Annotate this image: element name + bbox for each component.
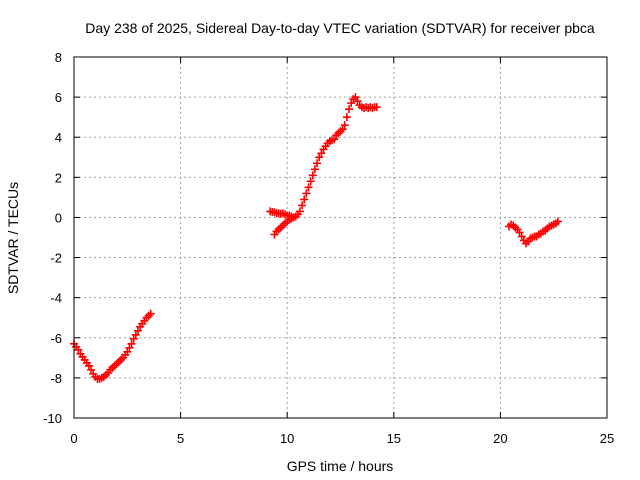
series-segment-1 xyxy=(70,309,155,383)
chart-title: Day 238 of 2025, Sidereal Day-to-day VTE… xyxy=(85,20,595,36)
data-point xyxy=(87,365,96,374)
y-tick-label: -10 xyxy=(43,411,62,426)
y-axis-title: SDTVAR / TECUs xyxy=(5,182,21,294)
x-axis-title: GPS time / hours xyxy=(287,458,394,474)
data-point xyxy=(515,228,524,237)
data-point xyxy=(342,113,351,122)
data-point xyxy=(289,213,298,222)
data-point xyxy=(129,334,138,343)
data-point xyxy=(345,105,354,114)
data-point xyxy=(123,347,132,356)
data-point xyxy=(553,217,562,226)
data-point xyxy=(517,232,526,241)
data-point xyxy=(313,159,322,168)
data-point xyxy=(308,171,317,180)
x-tick-label: 10 xyxy=(280,431,294,446)
x-tick-label: 25 xyxy=(600,431,614,446)
data-point xyxy=(338,125,347,134)
y-tick-label: 6 xyxy=(55,90,62,105)
x-tick-label: 5 xyxy=(177,431,184,446)
data-point xyxy=(127,339,136,348)
data-point xyxy=(340,121,349,130)
y-tick-label: 0 xyxy=(55,210,62,225)
data-point xyxy=(304,183,313,192)
data-point xyxy=(74,345,83,354)
y-tick-label: -4 xyxy=(50,291,62,306)
data-point xyxy=(315,153,324,162)
data-point xyxy=(125,343,134,352)
data-point xyxy=(347,99,356,108)
y-tick-label: 2 xyxy=(55,170,62,185)
x-tick-labels: 0 5 10 15 20 25 xyxy=(70,431,614,446)
y-tick-label: -2 xyxy=(50,251,62,266)
y-tick-label: 8 xyxy=(55,50,62,65)
data-point xyxy=(317,149,326,158)
data-point xyxy=(84,361,93,370)
data-point xyxy=(351,93,360,102)
x-tick-label: 15 xyxy=(387,431,401,446)
data-point xyxy=(353,97,362,106)
series-segment-2-low-branch xyxy=(270,213,298,239)
y-tick-labels: -10 -8 -6 -4 -2 0 2 4 6 8 xyxy=(43,50,62,426)
data-point xyxy=(133,326,142,335)
grid xyxy=(74,57,607,418)
data-point xyxy=(295,207,304,216)
x-tick-label: 20 xyxy=(493,431,507,446)
y-tick-label: 4 xyxy=(55,130,62,145)
data-point xyxy=(310,165,319,174)
data-point xyxy=(306,177,315,186)
data-point xyxy=(131,330,140,339)
y-tick-label: -6 xyxy=(50,331,62,346)
data-points xyxy=(70,93,562,383)
x-tick-label: 0 xyxy=(70,431,77,446)
plot-frame xyxy=(73,56,608,419)
series-segment-3 xyxy=(504,217,562,248)
y-tick-label: -8 xyxy=(50,371,62,386)
data-point xyxy=(330,135,339,144)
data-point xyxy=(300,195,309,204)
data-point xyxy=(146,309,155,318)
data-point xyxy=(298,201,307,210)
data-point xyxy=(302,189,311,198)
data-point xyxy=(372,103,381,112)
